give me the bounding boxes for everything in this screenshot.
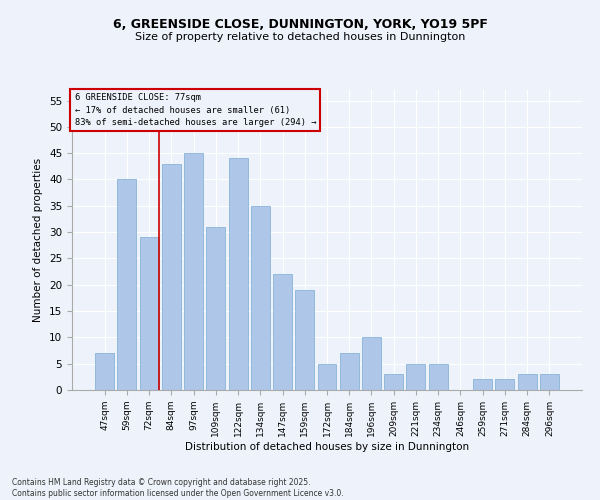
Text: 6, GREENSIDE CLOSE, DUNNINGTON, YORK, YO19 5PF: 6, GREENSIDE CLOSE, DUNNINGTON, YORK, YO… bbox=[113, 18, 487, 30]
Bar bbox=[251, 206, 270, 390]
Bar bbox=[295, 290, 314, 390]
Bar bbox=[273, 274, 292, 390]
Bar bbox=[340, 353, 359, 390]
Bar bbox=[206, 227, 225, 390]
Text: 6 GREENSIDE CLOSE: 77sqm
← 17% of detached houses are smaller (61)
83% of semi-d: 6 GREENSIDE CLOSE: 77sqm ← 17% of detach… bbox=[74, 93, 316, 127]
Bar bbox=[95, 353, 114, 390]
Bar bbox=[229, 158, 248, 390]
Bar bbox=[473, 380, 492, 390]
Bar bbox=[406, 364, 425, 390]
Y-axis label: Number of detached properties: Number of detached properties bbox=[34, 158, 43, 322]
Bar bbox=[118, 180, 136, 390]
Bar bbox=[540, 374, 559, 390]
Bar bbox=[384, 374, 403, 390]
Bar bbox=[184, 153, 203, 390]
Bar bbox=[518, 374, 536, 390]
X-axis label: Distribution of detached houses by size in Dunnington: Distribution of detached houses by size … bbox=[185, 442, 469, 452]
Bar bbox=[317, 364, 337, 390]
Text: Contains HM Land Registry data © Crown copyright and database right 2025.
Contai: Contains HM Land Registry data © Crown c… bbox=[12, 478, 344, 498]
Bar bbox=[429, 364, 448, 390]
Bar bbox=[140, 238, 158, 390]
Text: Size of property relative to detached houses in Dunnington: Size of property relative to detached ho… bbox=[135, 32, 465, 42]
Bar bbox=[362, 338, 381, 390]
Bar bbox=[162, 164, 181, 390]
Bar bbox=[496, 380, 514, 390]
